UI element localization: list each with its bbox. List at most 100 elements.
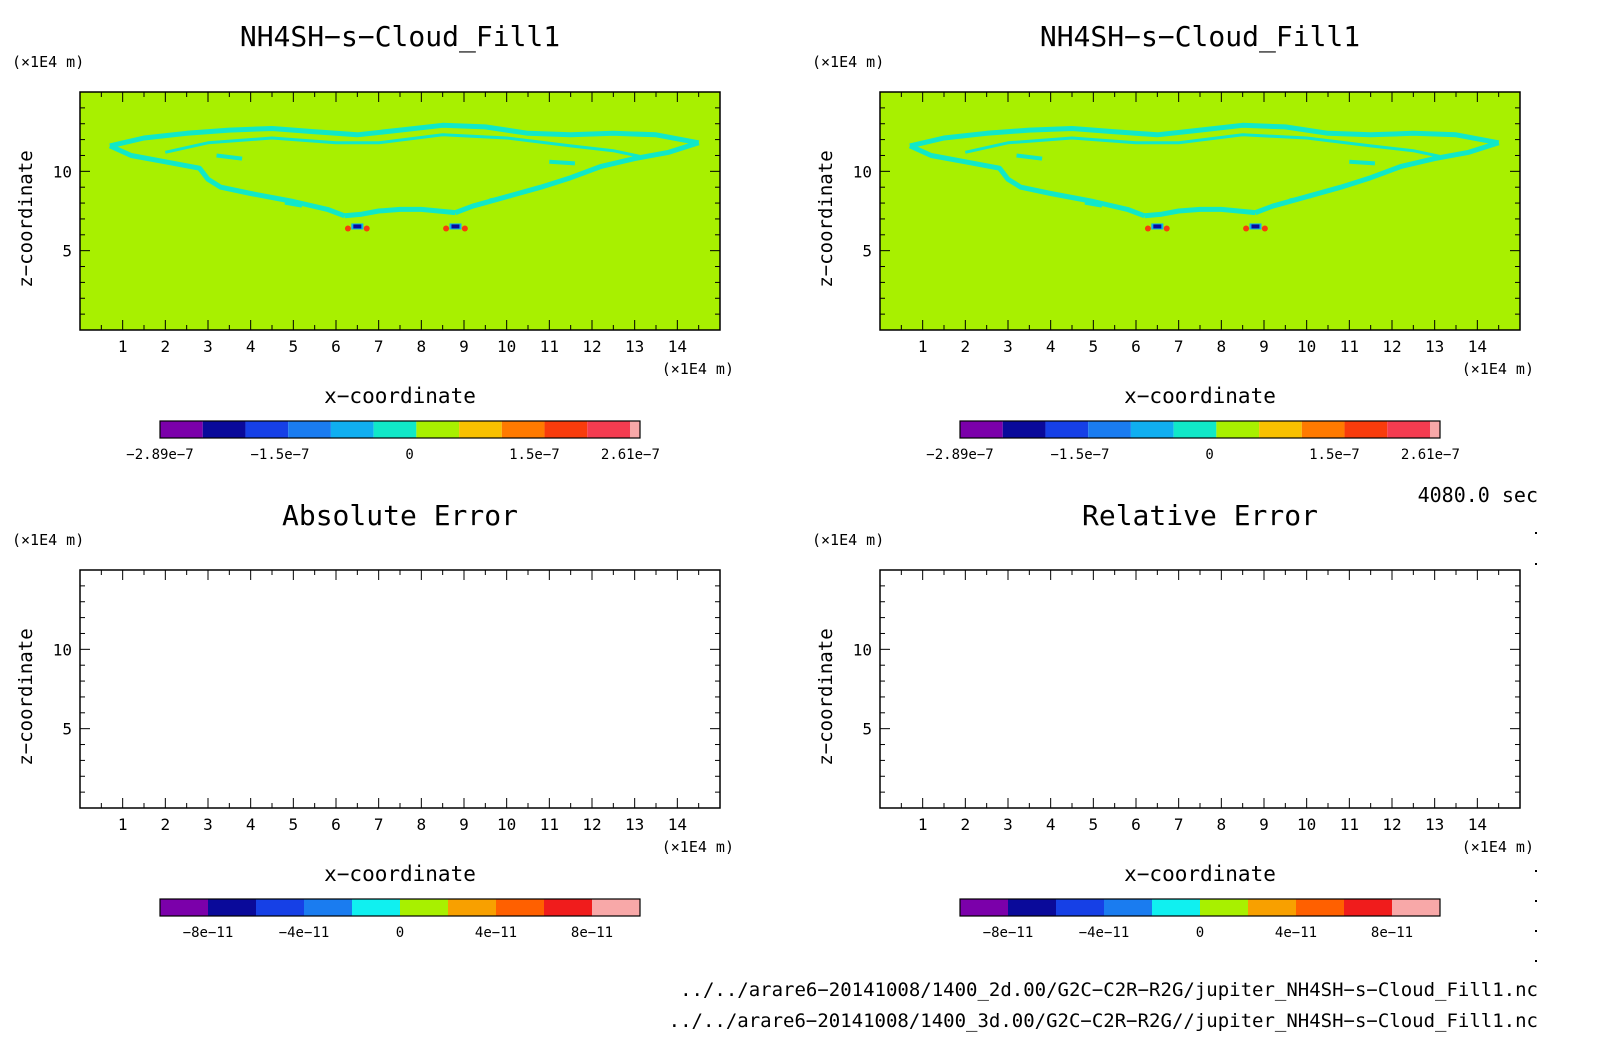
- x-tick-label: 9: [459, 337, 469, 356]
- colorbar-segment: [1130, 421, 1174, 438]
- colorbar-segment: [208, 899, 256, 916]
- x-tick-label: 2: [961, 337, 971, 356]
- plot-area: [880, 570, 1520, 808]
- colorbar-tick-label: 8e−11: [571, 925, 613, 941]
- footer-file-2: ../../arare6−20141008/1400_3d.00/G2C−C2R…: [669, 1010, 1538, 1032]
- x-tick-label: 7: [1174, 815, 1184, 834]
- y-axis-label: z−coordinate: [815, 150, 837, 287]
- colorbar-segment: [1392, 899, 1440, 916]
- footer-file-1: ../../arare6−20141008/1400_2d.00/G2C−C2R…: [680, 979, 1538, 1001]
- x-tick-label: 4: [1046, 815, 1056, 834]
- y-tick-label: 10: [53, 162, 72, 181]
- colorbar: −2.89e−7 −1.5e−7 0 1.5e−7 2.61e−7: [126, 420, 660, 463]
- colorbar-segment: [1088, 421, 1131, 438]
- chart-title: NH4SH−s−Cloud_Fill1: [1040, 20, 1360, 54]
- colorbar-tick-label: 1.5e−7: [509, 447, 560, 463]
- cloud-band: [1289, 195, 1312, 202]
- y-axis-label: z−coordinate: [15, 628, 37, 765]
- cloud-band: [164, 133, 644, 159]
- y-axis-label: z−coordinate: [15, 150, 37, 287]
- cloud-band: [1254, 140, 1500, 215]
- y-tick-label: 10: [853, 162, 872, 181]
- x-tick-label: 9: [459, 815, 469, 834]
- x-tick-label: 12: [1382, 815, 1401, 834]
- x-tick-label: 2: [961, 815, 971, 834]
- colorbar-segment: [288, 421, 331, 438]
- colorbar-segment: [1301, 421, 1345, 438]
- colorbar-segment: [202, 421, 246, 438]
- dipole-positive: [1243, 225, 1250, 232]
- cloud-band: [909, 122, 1500, 149]
- x-tick-label: 3: [1003, 815, 1013, 834]
- dipole-positive: [1261, 225, 1268, 232]
- x-tick-label: 3: [1003, 337, 1013, 356]
- colorbar-frame: [159, 898, 641, 917]
- dipole-1: [344, 223, 370, 232]
- axis-ticks: [79, 91, 721, 331]
- chart-title: NH4SH−s−Cloud_Fill1: [240, 20, 560, 54]
- x-tick-label: 14: [668, 815, 687, 834]
- colorbar-segment: [160, 899, 208, 916]
- dipole-positive: [1144, 225, 1151, 232]
- colorbar-segment: [1104, 899, 1152, 916]
- colorbar-segment: [960, 899, 1008, 916]
- axis-ticks: [79, 569, 721, 809]
- cloud-band: [908, 143, 1146, 219]
- y-tick-label: 10: [53, 640, 72, 659]
- colorbar-tick-label: 2.61e−7: [601, 447, 660, 463]
- y-tick-label: 5: [62, 242, 72, 261]
- colorbar-segment: [544, 899, 592, 916]
- x-tick-label: 13: [625, 815, 644, 834]
- x-tick-label: 8: [417, 815, 427, 834]
- x-unit-label: (×1E4 m): [662, 838, 734, 856]
- colorbar-segment: [256, 899, 304, 916]
- colorbar-segment: [587, 421, 630, 438]
- colorbar-frame: [159, 420, 641, 439]
- colorbar-segment: [1248, 899, 1296, 916]
- x-tick-label: 11: [1340, 815, 1359, 834]
- x-tick-label: 7: [374, 815, 384, 834]
- cloud-band: [1016, 153, 1043, 161]
- dipole-2: [1243, 223, 1268, 232]
- x-tick-label: 14: [1468, 815, 1487, 834]
- x-tick-label: 10: [497, 815, 516, 834]
- dipole-negative: [1251, 224, 1260, 229]
- dipole-positive: [443, 225, 450, 232]
- colorbar-segment: [1259, 421, 1302, 438]
- cloud-band: [109, 122, 700, 149]
- cloud-band: [1084, 201, 1103, 208]
- x-tick-label: 11: [1340, 337, 1359, 356]
- x-tick-label: 4: [1046, 337, 1056, 356]
- cloud-field: [108, 122, 700, 232]
- chart-title: Relative Error: [1082, 499, 1318, 532]
- colorbar: −8e−11 −4e−11 0 4e−11 8e−11: [159, 898, 641, 941]
- colorbar-segment: [1008, 899, 1056, 916]
- y-tick-label: 5: [62, 720, 72, 739]
- x-tick-label: 5: [289, 337, 299, 356]
- colorbar-segment: [960, 421, 1003, 438]
- x-tick-label: 8: [417, 337, 427, 356]
- cloud-field: [908, 122, 1500, 232]
- x-tick-label: 13: [1425, 337, 1444, 356]
- x-tick-label: 2: [161, 815, 171, 834]
- cloud-band: [284, 201, 303, 208]
- colorbar-segment: [448, 899, 496, 916]
- x-tick-label: 13: [625, 337, 644, 356]
- cloud-band: [549, 159, 576, 166]
- colorbar-segment: [496, 899, 544, 916]
- y-tick-label: 5: [862, 720, 872, 739]
- dipole-positive: [363, 225, 370, 232]
- x-tick-label: 8: [1217, 337, 1227, 356]
- x-tick-label: 6: [331, 337, 341, 356]
- y-axis-label: z−coordinate: [815, 628, 837, 765]
- chart-panel-1: NH4SH−s−Cloud_Fill1(×1E4 m)1 2 3 4 5 6 7 8 9 10 11…: [12, 20, 734, 463]
- colorbar-tick-label: −2.89e−7: [126, 447, 193, 463]
- colorbar-tick-label: 4e−11: [1275, 925, 1317, 941]
- chart-title: Absolute Error: [282, 499, 518, 532]
- colorbar-segment: [1387, 421, 1430, 438]
- colorbar-frame: [959, 898, 1441, 917]
- colorbar-tick-label: 0: [405, 447, 413, 463]
- x-tick-label: 2: [161, 337, 171, 356]
- x-tick-label: 1: [118, 815, 128, 834]
- x-tick-label: 3: [203, 337, 213, 356]
